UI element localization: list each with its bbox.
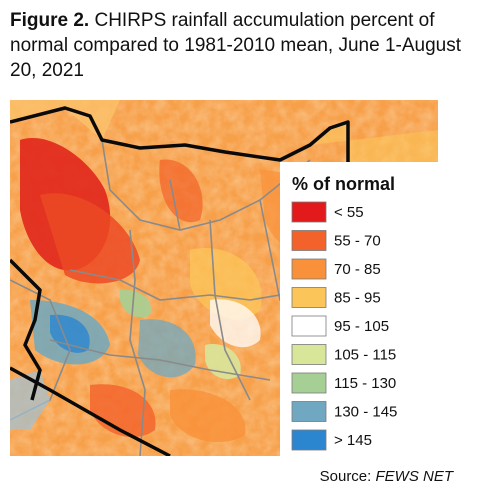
legend-swatch [291,429,327,451]
legend-label: > 145 [334,432,372,449]
legend-swatch [291,287,327,308]
legend-label: 85 - 95 [334,290,381,307]
kenya-tanzania-border [10,366,171,456]
rainfall-anomaly-map: % of normal < 55 55 - 70 70 - 85 85 - 95 95 … [10,100,438,456]
legend-label: 70 - 85 [334,261,381,278]
legend-swatch [291,201,327,223]
legend: % of normal < 55 55 - 70 70 - 85 85 - 95 95 … [280,162,438,456]
figure-caption-text: CHIRPS rainfall accumulation percent of … [10,10,461,81]
legend-swatch [291,230,327,251]
legend-label: 115 - 130 [334,375,396,392]
legend-label: 55 - 70 [334,233,381,250]
legend-swatch [291,315,327,337]
figure-label: Figure 2. [10,10,90,31]
source-line: Source: FEWS NET [320,468,453,485]
legend-label: 130 - 145 [334,404,397,421]
legend-swatch [291,258,327,280]
north-region [10,100,120,140]
source-prefix: Source: [319,468,376,485]
legend-swatch [291,401,327,422]
legend-label: 95 - 105 [334,318,389,335]
legend-swatch [291,372,327,394]
kenya-west-border [10,258,42,401]
legend-label: < 55 [334,204,364,221]
figure-caption: Figure 2. CHIRPS rainfall accumulation p… [10,8,480,83]
legend-label: 105 - 115 [334,347,396,364]
legend-title: % of normal [292,174,395,194]
legend-swatch [291,344,327,365]
map-svg: % of normal < 55 55 - 70 70 - 85 85 - 95 95 … [10,100,438,456]
source-name: FEWS NET [375,468,454,485]
